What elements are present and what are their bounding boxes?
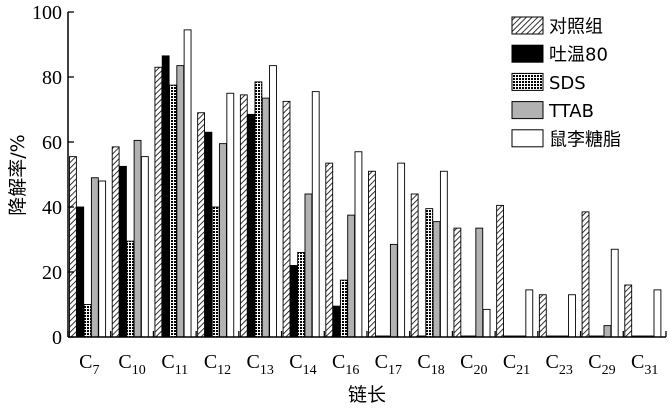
bar-hatch-C16 [325,162,334,338]
bar-gray-C10 [133,139,142,338]
legend-label: TTAB [548,101,594,122]
bar-hatch-C18 [410,193,419,338]
bar-dots-C14 [297,252,306,338]
x-tick-label: C12 [204,351,231,378]
bar-black-C16 [332,305,341,338]
bar-hatch-C29 [581,211,590,338]
x-tick-label: C11 [161,351,188,378]
bar-gray-C13 [261,97,270,338]
y-axis-title: 降解率/% [7,134,29,215]
x-tick-label: C23 [546,351,573,378]
bar-white-C31 [653,289,662,338]
bar-white-C20 [482,308,491,338]
bar-dots-C7 [83,304,92,338]
bar-dots-C13 [254,81,263,338]
bar-white-C12 [226,92,235,338]
y-tick-label: 100 [32,2,62,24]
x-tick-label: C20 [460,351,487,378]
legend-swatch-dots [511,72,544,91]
bar-hatch-C20 [453,227,462,338]
bar-hatch-C11 [154,66,163,338]
bar-white-C23 [568,294,576,338]
y-tick-label: 40 [42,197,62,219]
bar-gray-C11 [176,65,185,338]
bar-black-C11 [161,55,170,338]
bar-white-C13 [269,65,277,338]
bar-dots-C11 [169,84,177,338]
x-tick-label: C31 [631,351,658,378]
bar-gray-C17 [389,243,398,338]
bar-hatch-C21 [496,204,504,338]
bar-white-C16 [354,151,363,338]
bar-white-C10 [140,156,149,338]
bar-gray-C14 [304,193,313,338]
bar-white-C14 [311,91,320,338]
bar-white-C18 [439,170,448,338]
x-tick-label: C7 [79,351,99,378]
legend-label: SDS [549,73,586,94]
bar-gray-C29 [603,325,612,338]
bar-black-C12 [204,131,213,338]
bar-black-C14 [289,265,298,338]
legend-swatch-black [511,44,544,63]
bar-white-C21 [525,289,534,338]
x-tick-label: C17 [375,351,402,378]
y-tick-label: 80 [42,67,62,89]
bar-hatch-C12 [197,112,205,338]
bar-hatch-C14 [282,100,291,338]
x-axis-title: 链长 [348,384,386,406]
bar-hatch-C23 [538,294,547,338]
x-tick-label: C29 [588,351,615,378]
bar-gray-C16 [347,214,356,338]
bar-gray-C7 [90,177,99,338]
bar-white-C17 [397,162,406,338]
bar-hatch-C7 [69,156,77,338]
x-tick-label: C14 [289,351,316,378]
bar-dots-C18 [425,208,434,338]
legend-label: 对照组 [549,17,603,38]
bar-dots-C16 [339,279,348,338]
bar-black-C13 [247,113,256,338]
bar-black-C7 [76,206,85,338]
bar-dots-C12 [211,206,220,338]
bar-white-C29 [610,248,619,338]
bar-hatch-C13 [239,94,248,338]
bar-white-C7 [98,180,107,338]
y-tick-label: 60 [42,132,62,154]
bar-black-C10 [119,165,127,338]
bar-dots-C10 [126,240,135,338]
bars-layer [69,29,662,338]
legend-label: 鼠李糖脂 [549,129,621,150]
x-tick-label: C10 [118,351,145,378]
bar-hatch-C10 [111,146,120,338]
legend-swatch-white [511,129,544,148]
legend-swatch-gray [511,101,544,120]
bar-hatch-C31 [624,284,633,338]
bar-gray-C12 [219,143,227,338]
x-tick-label: C21 [503,351,530,378]
bar-gray-C20 [475,227,484,338]
y-tick-label: 0 [52,327,62,349]
y-tick-label: 20 [42,262,62,284]
bar-hatch-C17 [368,170,376,338]
bar-gray-C18 [432,221,441,338]
x-tick-label: C13 [247,351,274,378]
axes-layer: 0 20 40 60 80 100 C7 C10 C11 C12 C13 C14 C16 C17 C18 C2… [32,2,667,378]
legend-swatch-hatch [511,16,544,35]
bar-white-C11 [183,29,192,338]
legend-label: 吐温80 [549,45,608,66]
x-tick-label: C18 [417,351,444,378]
x-tick-label: C16 [332,351,359,378]
